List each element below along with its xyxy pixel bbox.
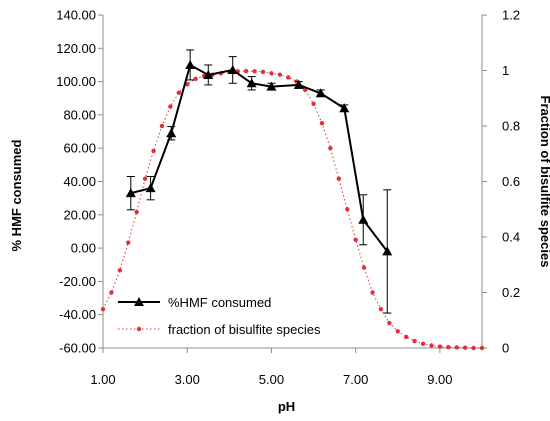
fraction-bisulfite-point	[429, 343, 434, 348]
fraction-bisulfite-point	[260, 69, 266, 75]
left-y-tick-label: -60.00	[59, 341, 96, 356]
right-y-tick-label: 0.8	[502, 119, 520, 134]
hmf-consumed-point	[125, 188, 136, 198]
fraction-bisulfite-point	[117, 268, 123, 273]
hmf-consumed-point	[166, 128, 177, 138]
legend-fraction-swatch-marker	[136, 326, 142, 332]
fraction-bisulfite-point	[126, 240, 131, 245]
fraction-bisulfite-point	[345, 207, 350, 212]
fraction-bisulfite-point	[395, 329, 400, 334]
left-y-tick-label: 20.00	[63, 207, 96, 222]
fraction-bisulfite-point	[302, 87, 308, 93]
left-y-tick-label: 120.00	[56, 41, 96, 56]
legend-hmf-label: %HMF consumed	[168, 295, 271, 310]
fraction-bisulfite-point	[454, 345, 459, 350]
fraction-bisulfite-point	[462, 345, 468, 350]
left-y-tick-label: 60.00	[63, 141, 96, 156]
right-y-tick-label: 0	[502, 341, 509, 356]
hmf-consumed-point	[266, 81, 277, 91]
right-y-tick-label: 0.6	[502, 174, 520, 189]
hmf-consumed-point	[145, 183, 156, 193]
left-y-tick-label: 140.00	[56, 8, 96, 23]
x-axis-title: pH	[278, 399, 295, 414]
right-y-axis-title: Fraction of bisulfite species	[538, 96, 550, 268]
hmf-consumed-point	[382, 246, 393, 256]
left-y-tick-label: 80.00	[63, 107, 96, 122]
fraction-bisulfite-point	[412, 338, 417, 344]
fraction-bisulfite-point	[277, 72, 283, 77]
fraction-bisulfite-point	[269, 71, 274, 76]
fraction-bisulfite-point	[100, 306, 106, 312]
right-y-tick-label: 0.2	[502, 285, 520, 300]
hmf-consumed-point	[358, 214, 369, 224]
fraction-bisulfite-point	[471, 345, 476, 351]
fraction-bisulfite-point	[159, 123, 165, 129]
fraction-bisulfite-point	[328, 146, 333, 151]
fraction-bisulfite-point	[353, 237, 358, 242]
fraction-bisulfite-point	[319, 121, 325, 126]
hmf-consumed-point	[227, 64, 238, 74]
fraction-bisulfite-line	[102, 70, 482, 349]
fraction-bisulfite-point	[252, 69, 257, 74]
legend-hmf-swatch-marker	[134, 297, 144, 306]
series-fraction-bisulfite	[100, 68, 485, 351]
hmf-consumed-point	[203, 69, 214, 79]
x-tick-label: 5.00	[259, 372, 284, 387]
fraction-bisulfite-point	[361, 265, 367, 270]
fraction-bisulfite-point	[176, 90, 181, 95]
x-tick-label: 1.00	[90, 372, 115, 387]
right-y-tick-label: 1.2	[502, 8, 520, 23]
fraction-bisulfite-point	[109, 290, 114, 295]
legend-fraction-label: fraction of bisulfite species	[168, 322, 321, 337]
left-y-tick-label: -40.00	[59, 307, 96, 322]
fraction-bisulfite-point	[286, 75, 291, 80]
left-y-tick-label: 100.00	[56, 74, 96, 89]
x-tick-label: 7.00	[343, 372, 368, 387]
fraction-bisulfite-point	[387, 320, 392, 326]
hmf-consumed-point	[246, 78, 257, 88]
fraction-bisulfite-point	[370, 290, 375, 295]
fraction-bisulfite-point	[134, 209, 139, 215]
fraction-bisulfite-point	[311, 101, 316, 107]
left-y-tick-label: 40.00	[63, 174, 96, 189]
legend: %HMF consumed fraction of bisulfite speci…	[118, 295, 321, 337]
fraction-bisulfite-point	[142, 176, 148, 181]
hmf-consumed-point	[293, 79, 304, 89]
hmf-consumed-point	[185, 59, 196, 69]
fraction-bisulfite-point	[185, 82, 190, 87]
fraction-bisulfite-point	[243, 68, 249, 74]
fraction-bisulfite-point	[479, 345, 485, 351]
right-y-tick-label: 0.4	[502, 230, 520, 245]
fraction-bisulfite-point	[151, 148, 156, 154]
fraction-bisulfite-point	[446, 344, 451, 350]
axes: -60.00 -40.00 -20.00 0.00 20.00 40.00 60.00 80.…	[9, 8, 550, 415]
fraction-bisulfite-point	[420, 341, 426, 347]
series-hmf-consumed	[125, 49, 393, 314]
fraction-bisulfite-point	[336, 176, 342, 181]
x-tick-label: 3.00	[175, 372, 200, 387]
fraction-bisulfite-point	[378, 306, 384, 312]
left-y-tick-label: 0.00	[71, 241, 96, 256]
fraction-bisulfite-point	[168, 104, 173, 109]
left-y-axis-title: % HMF consumed	[9, 139, 24, 251]
right-y-tick-label: 1	[502, 63, 509, 78]
x-tick-label: 9.00	[427, 372, 452, 387]
hmf-consumed-point	[339, 103, 350, 113]
fraction-bisulfite-point	[437, 344, 443, 349]
hmf-consumed-line	[130, 63, 389, 253]
left-y-tick-label: -20.00	[59, 274, 96, 289]
hmf-consumed-point	[315, 88, 326, 98]
fraction-bisulfite-point	[404, 334, 409, 340]
fraction-bisulfite-point	[193, 76, 198, 82]
